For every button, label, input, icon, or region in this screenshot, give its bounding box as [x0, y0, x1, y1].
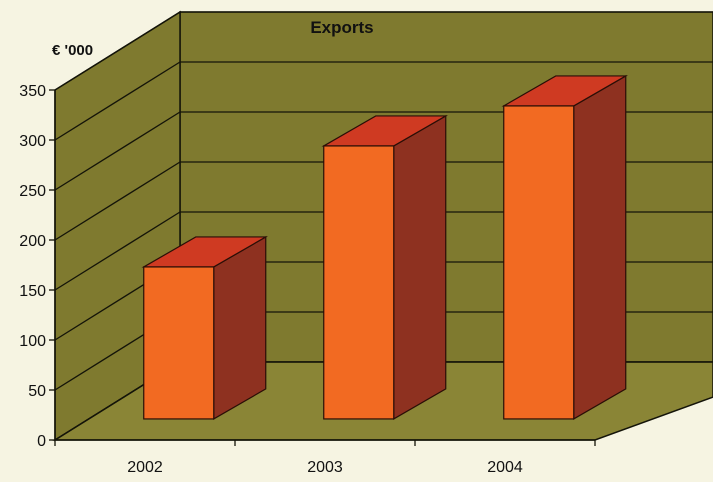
axes — [49, 89, 596, 446]
x-tick-label: 2002 — [127, 459, 163, 476]
gridline-side — [54, 11, 181, 91]
y-tick-label: 0 — [37, 433, 46, 450]
y-tick-label: 200 — [19, 233, 46, 250]
y-tick-label: 150 — [19, 283, 46, 300]
bar-2002 — [141, 235, 268, 420]
y-tick-label: 100 — [19, 333, 46, 350]
x-tick-label: 2003 — [307, 459, 343, 476]
chart-title: Exports — [310, 18, 373, 37]
gridline-side — [54, 61, 181, 141]
bar-front-face — [323, 145, 395, 420]
gridline-side — [54, 211, 181, 291]
x-tick-label: 2004 — [487, 459, 523, 476]
bars — [141, 74, 628, 420]
axis-labels: 0 50 100 150 200 250 300 350 2002 2003 2004 — [19, 83, 523, 476]
y-tick-label: 350 — [19, 83, 46, 100]
bar-side-face — [213, 235, 267, 420]
bar-front-face — [503, 105, 575, 420]
y-axis-label: € '000 — [52, 42, 93, 59]
y-tick-label: 300 — [19, 133, 46, 150]
bar-side-face — [573, 74, 627, 420]
bar-front-face — [143, 266, 215, 420]
gridline-side — [54, 111, 181, 191]
gridline-side — [54, 161, 181, 241]
bar-2003 — [321, 114, 448, 420]
y-tick-label: 250 — [19, 183, 46, 200]
bar-side-face — [393, 114, 447, 420]
y-tick-label: 50 — [28, 383, 46, 400]
bar-2004 — [501, 74, 628, 420]
